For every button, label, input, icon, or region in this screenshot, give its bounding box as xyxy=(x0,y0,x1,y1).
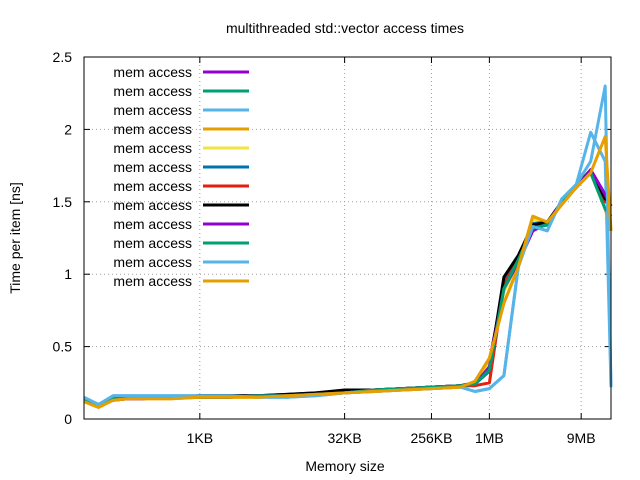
legend-label: mem access xyxy=(113,140,192,156)
legend-label: mem access xyxy=(113,178,192,194)
x-tick-label: 1MB xyxy=(475,430,504,446)
legend-label: mem access xyxy=(113,159,192,175)
y-tick-label: 0 xyxy=(64,411,72,427)
y-axis-label: Time per item [ns] xyxy=(7,182,23,294)
y-tick-label: 1.5 xyxy=(53,194,73,210)
ticks: 0 0.5 1 1.5 2 2.5 1KB 32KB 256KB 1MB 9MB xyxy=(53,49,611,446)
legend-label: mem access xyxy=(113,254,192,270)
grid xyxy=(84,57,611,419)
x-tick-label: 32KB xyxy=(327,430,361,446)
legend-label: mem access xyxy=(113,102,192,118)
y-tick-label: 1 xyxy=(64,266,72,282)
x-tick-label: 256KB xyxy=(410,430,452,446)
plot-border xyxy=(83,56,612,420)
y-tick-label: 2 xyxy=(64,121,72,137)
y-tick-label: 0.5 xyxy=(53,339,73,355)
legend-label: mem access xyxy=(113,235,192,251)
x-tick-label: 1KB xyxy=(187,430,213,446)
series-lines xyxy=(83,84,613,409)
legend: mem access mem access mem access mem access… xyxy=(113,64,249,289)
legend-label: mem access xyxy=(113,273,192,289)
legend-label: mem access xyxy=(113,216,192,232)
legend-label: mem access xyxy=(113,64,192,80)
legend-label: mem access xyxy=(113,197,192,213)
series-line-12 xyxy=(83,135,613,409)
x-tick-label: 9MB xyxy=(567,430,596,446)
chart-title: multithreaded std::vector access times xyxy=(226,20,464,36)
legend-label: mem access xyxy=(113,83,192,99)
legend-label: mem access xyxy=(113,121,192,137)
x-axis-label: Memory size xyxy=(305,458,385,474)
y-tick-label: 2.5 xyxy=(53,49,73,65)
